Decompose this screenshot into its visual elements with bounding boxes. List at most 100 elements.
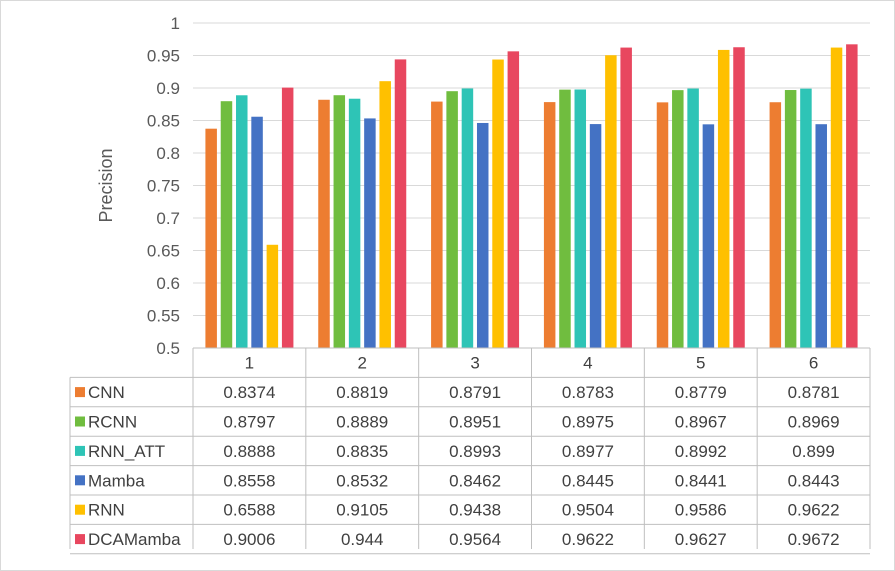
legend-key-cnn: [75, 387, 85, 398]
bar-rcnn-1: [220, 101, 233, 348]
data-label: 0.8443: [788, 471, 840, 490]
x-tick-label: 1: [245, 354, 254, 373]
x-tick-label: 6: [809, 354, 818, 373]
bar-cnn-2: [318, 99, 330, 348]
legend-label-cnn: CNN: [88, 383, 125, 402]
y-tick-label: 0.7: [156, 209, 180, 228]
bar-mamba-3: [476, 122, 489, 348]
legend-key-rnn: [75, 504, 85, 515]
data-label: 0.8462: [449, 471, 501, 490]
y-tick-label: 0.6: [156, 274, 180, 293]
data-label: 0.8797: [223, 413, 275, 432]
data-label: 0.9504: [562, 501, 614, 520]
legend-key-dcamamba: [75, 534, 85, 545]
data-label: 0.9627: [675, 530, 727, 549]
legend-label-rnn_att: RNN_ATT: [88, 442, 165, 461]
bar-rnn_att-6: [800, 88, 812, 349]
data-label: 0.8889: [336, 413, 388, 432]
bar-cnn-3: [431, 101, 443, 349]
bar-mamba-6: [815, 124, 827, 348]
y-tick-label: 0.95: [147, 47, 180, 66]
bar-cnn-4: [543, 102, 556, 348]
data-label: 0.8532: [336, 471, 388, 490]
data-label: 0.8975: [562, 413, 614, 432]
data-label: 0.9622: [788, 501, 840, 520]
data-label: 0.8441: [675, 471, 727, 490]
legend-label-mamba: Mamba: [88, 471, 145, 490]
bar-dcamamba-4: [620, 47, 632, 348]
data-label: 0.899: [792, 442, 835, 461]
y-tick-label: 0.9: [156, 79, 180, 98]
data-label: 0.9622: [562, 530, 614, 549]
bar-dcamamba-1: [281, 87, 294, 349]
data-label: 0.9105: [336, 501, 388, 520]
y-tick-label: 0.65: [147, 242, 180, 261]
data-label: 0.9006: [223, 530, 275, 549]
x-tick-label: 2: [358, 354, 367, 373]
bar-dcamamba-6: [846, 44, 858, 348]
data-label: 0.9438: [449, 501, 501, 520]
data-label: 0.8888: [223, 442, 275, 461]
data-label: 0.8967: [675, 413, 727, 432]
data-label: 0.6588: [223, 501, 275, 520]
bar-cnn-1: [205, 128, 217, 348]
data-label: 0.8558: [223, 471, 275, 490]
y-tick-label: 1: [171, 14, 180, 33]
x-tick-label: 3: [470, 354, 479, 373]
bar-rnn_att-2: [348, 98, 361, 348]
data-label: 0.8374: [223, 383, 275, 402]
data-label: 0.8791: [449, 383, 501, 402]
bar-cnn-5: [656, 102, 669, 349]
y-axis-label: Precision: [96, 148, 116, 222]
data-label: 0.8993: [449, 442, 501, 461]
data-label: 0.9672: [788, 530, 840, 549]
legend-key-mamba: [75, 475, 85, 486]
y-tick-label: 0.85: [147, 112, 180, 131]
bar-rcnn-6: [784, 90, 797, 348]
data-label: 0.9586: [675, 501, 727, 520]
data-label: 0.8977: [562, 442, 614, 461]
legend-key-rnn_att: [75, 445, 85, 456]
x-tick-label: 4: [583, 354, 592, 373]
bar-rcnn-4: [559, 89, 571, 348]
data-label: 0.8445: [562, 471, 614, 490]
y-tick-label: 0.55: [147, 307, 180, 326]
legend-label-rnn: RNN: [88, 501, 125, 520]
x-tick-label: 5: [696, 354, 705, 373]
data-label: 0.8783: [562, 383, 614, 402]
bar-rnn-1: [266, 244, 279, 348]
bar-rnn_att-4: [574, 89, 587, 349]
data-label: 0.8779: [675, 383, 727, 402]
data-label: 0.8835: [336, 442, 388, 461]
bar-rnn_att-1: [236, 95, 248, 348]
bar-rnn-5: [717, 49, 730, 348]
data-label: 0.8951: [449, 413, 501, 432]
bar-rnn-2: [379, 81, 391, 349]
bar-rcnn-2: [333, 95, 346, 348]
bar-rnn_att-3: [461, 88, 474, 348]
bar-rnn-3: [492, 59, 504, 348]
data-label: 0.9564: [449, 530, 501, 549]
bar-rcnn-3: [446, 91, 458, 348]
y-tick-label: 0.5: [156, 339, 180, 358]
bar-mamba-4: [589, 124, 602, 348]
bar-dcamamba-2: [394, 59, 407, 349]
bar-rcnn-5: [672, 90, 684, 349]
data-label: 0.944: [341, 530, 384, 549]
bar-rnn_att-5: [687, 88, 699, 349]
bar-dcamamba-3: [507, 51, 520, 349]
legend-label-rcnn: RCNN: [88, 413, 137, 432]
bar-mamba-1: [251, 116, 263, 348]
data-label: 0.8819: [336, 383, 388, 402]
data-label: 0.8992: [675, 442, 727, 461]
y-tick-label: 0.8: [156, 144, 180, 163]
legend-key-rcnn: [75, 416, 85, 427]
data-label: 0.8969: [788, 413, 840, 432]
bar-rnn-6: [830, 47, 843, 348]
bar-mamba-2: [364, 118, 376, 348]
y-tick-label: 0.75: [147, 177, 180, 196]
bar-mamba-5: [702, 124, 715, 349]
legend-label-dcamamba: DCAMamba: [88, 530, 181, 549]
bar-cnn-6: [769, 102, 782, 348]
